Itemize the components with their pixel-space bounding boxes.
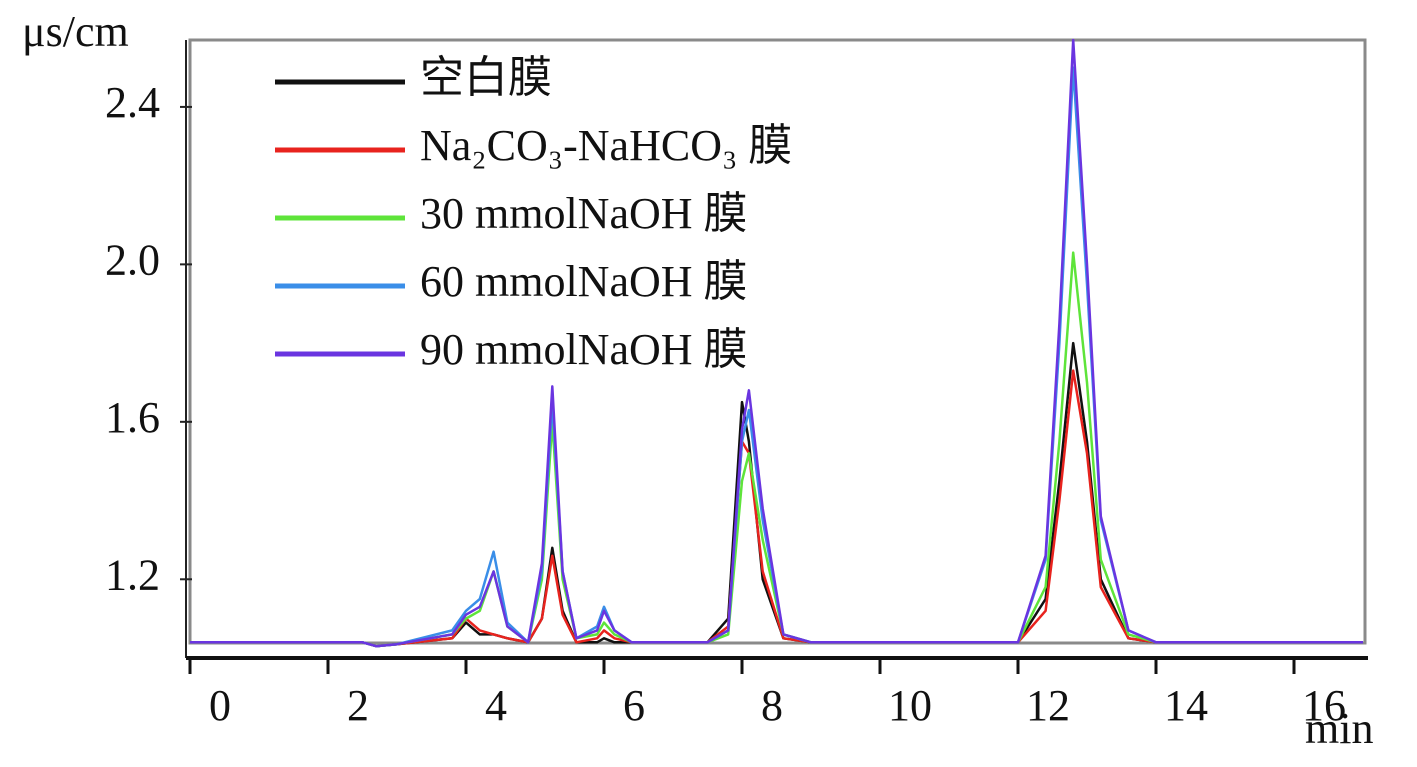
- y-tick-label: 2.0: [105, 235, 160, 284]
- series-line: [190, 38, 1363, 648]
- legend-label: Na₂CO₃-NaHCO₃ 膜: [420, 121, 792, 170]
- series-line: [190, 341, 1363, 648]
- y-tick-label: 2.4: [105, 78, 160, 127]
- x-tick-label: 12: [1026, 681, 1070, 730]
- x-tick-label: 4: [485, 681, 507, 730]
- x-tick-label: 16: [1302, 681, 1346, 730]
- legend-label: 空白膜: [420, 53, 552, 102]
- y-tick-label: 1.2: [105, 550, 160, 599]
- y-axis-label: μs/cm: [22, 7, 129, 56]
- x-tick-label: 10: [888, 681, 932, 730]
- legend-label: 90 mmolNaOH 膜: [420, 325, 748, 374]
- x-tick-label: 2: [347, 681, 369, 730]
- x-axis-label: min: [1305, 704, 1373, 753]
- x-tick-label: 6: [623, 681, 645, 730]
- x-tick-label: 8: [761, 681, 783, 730]
- x-tick-label: 0: [209, 681, 231, 730]
- legend-label: 60 mmolNaOH 膜: [420, 257, 748, 306]
- y-tick-label: 1.6: [105, 393, 160, 442]
- legend-label: 30 mmolNaOH 膜: [420, 189, 748, 238]
- x-tick-label: 14: [1164, 681, 1208, 730]
- plot-frame: [188, 38, 1367, 645]
- series-line: [190, 251, 1363, 648]
- series-line: [190, 369, 1363, 648]
